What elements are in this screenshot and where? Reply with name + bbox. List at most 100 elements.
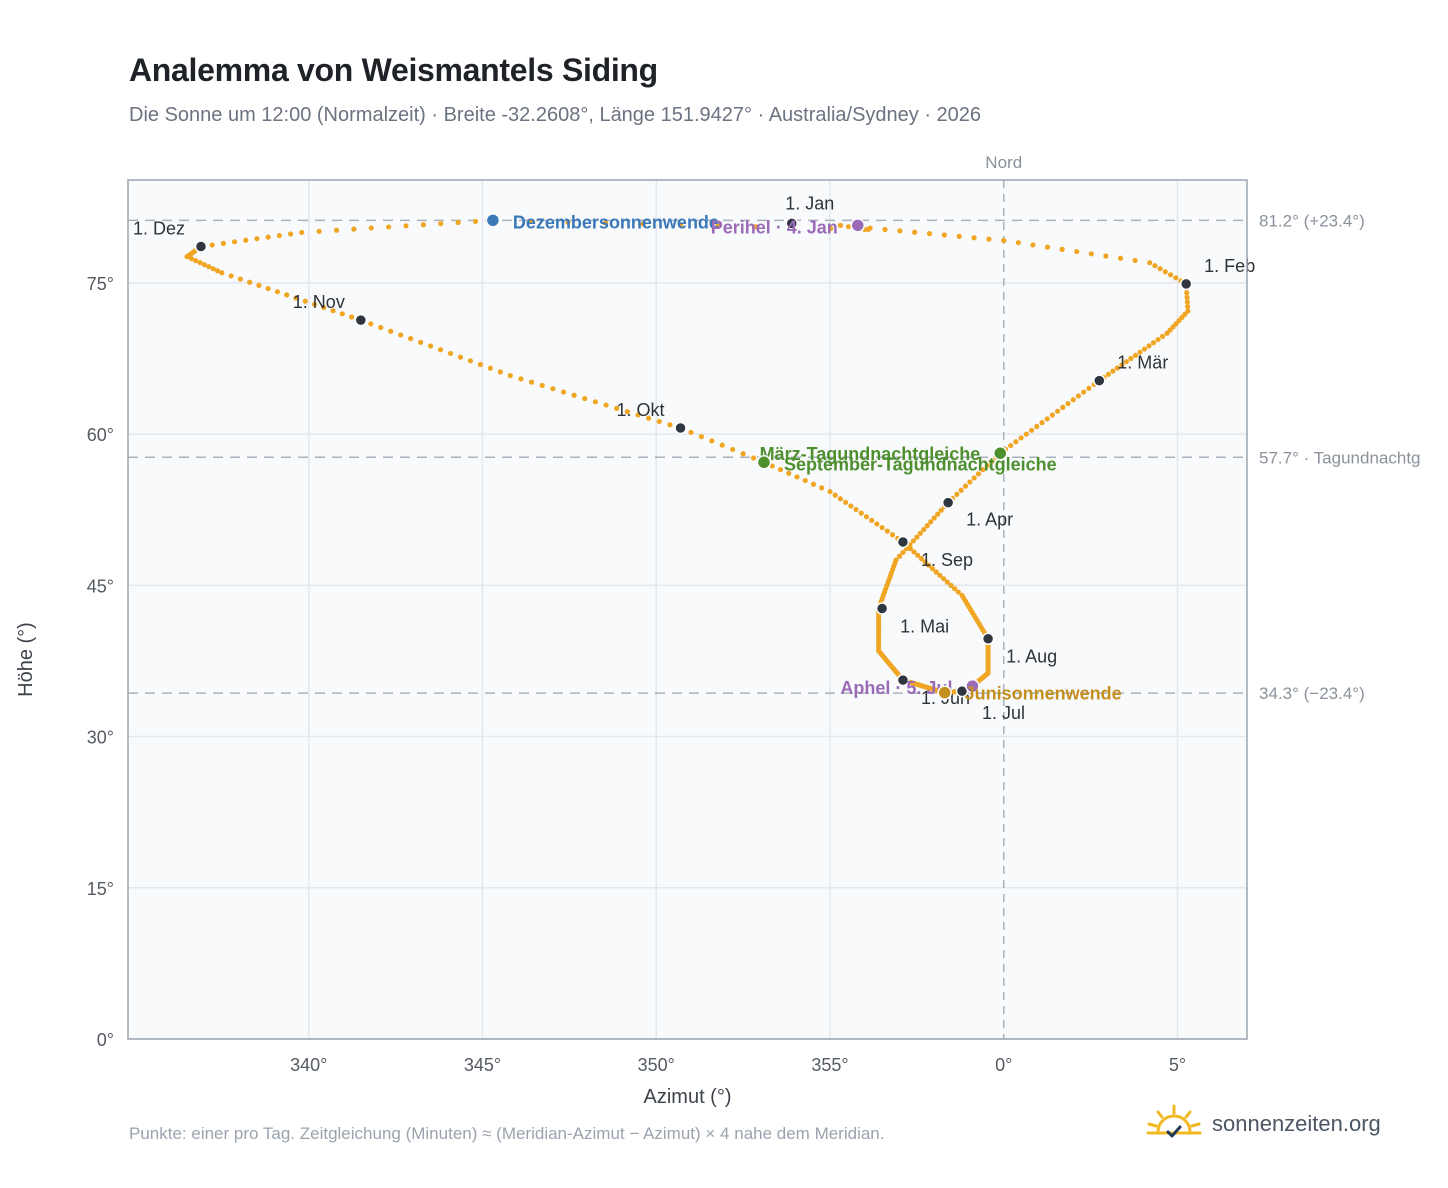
- y-axis-label: Höhe (°): [15, 622, 37, 697]
- daily-sun-point: [386, 224, 392, 230]
- daily-sun-point: [467, 358, 474, 364]
- daily-sun-point: [403, 223, 409, 229]
- daily-sun-point: [1049, 412, 1055, 418]
- daily-sun-point: [865, 226, 871, 233]
- y-tick-label: 75°: [87, 274, 114, 294]
- month-label: 1. Feb: [1204, 256, 1255, 276]
- brand-logo[interactable]: sonnenzeiten.org: [1146, 1104, 1381, 1144]
- month-point: [896, 673, 910, 687]
- sun-logo-icon: [1146, 1104, 1202, 1138]
- daily-sun-point: [1081, 389, 1087, 395]
- daily-sun-point: [231, 239, 238, 245]
- month-point: [1093, 374, 1106, 387]
- daily-sun-point: [487, 365, 493, 371]
- daily-sun-point: [1015, 240, 1021, 246]
- daily-sun-point: [896, 553, 903, 559]
- daily-sun-point: [802, 477, 808, 484]
- daily-sun-point: [1146, 343, 1152, 349]
- daily-sun-point: [321, 304, 327, 311]
- daily-sun-point: [952, 586, 958, 592]
- daily-sun-point: [1150, 340, 1157, 346]
- daily-sun-point: [635, 412, 641, 418]
- daily-sun-point: [1105, 371, 1111, 377]
- daily-sun-point: [418, 339, 424, 345]
- daily-sun-point: [884, 528, 890, 534]
- daily-sun-point: [518, 376, 524, 382]
- daily-sun-point: [698, 433, 705, 440]
- daily-sun-point: [971, 475, 977, 481]
- daily-sun-point: [879, 524, 885, 531]
- daily-sun-point: [958, 487, 964, 493]
- daily-sun-point: [1185, 303, 1191, 310]
- daily-sun-point: [351, 226, 357, 232]
- month-label: 1. Mär: [1117, 353, 1168, 373]
- daily-sun-point: [603, 402, 609, 408]
- daily-sun-point: [1030, 242, 1036, 248]
- month-point: [896, 535, 910, 549]
- daily-sun-point: [1086, 385, 1092, 391]
- daily-sun-point: [922, 559, 928, 565]
- reference-line-label: 81.2° (+23.4°): [1259, 211, 1365, 230]
- daily-sun-point: [730, 446, 736, 453]
- daily-sun-point: [368, 225, 374, 231]
- x-tick-label: 340°: [290, 1055, 327, 1075]
- daily-sun-point: [769, 463, 775, 469]
- daily-sun-point: [926, 562, 932, 568]
- daily-sun-point: [944, 579, 950, 585]
- daily-sun-point: [715, 223, 721, 229]
- daily-sun-point: [197, 260, 203, 266]
- y-tick-label: 0°: [97, 1030, 114, 1050]
- daily-sun-point: [1147, 260, 1153, 266]
- footnote: Punkte: einer pro Tag. Zeitgleichung (Mi…: [129, 1124, 885, 1143]
- daily-sun-point: [243, 237, 249, 243]
- daily-sun-point: [1137, 349, 1143, 355]
- daily-sun-point: [348, 314, 355, 320]
- daily-sun-point: [265, 234, 271, 240]
- daily-sun-point: [228, 273, 234, 279]
- daily-sun-point: [1110, 368, 1116, 374]
- daily-sun-point: [472, 218, 479, 225]
- daily-sun-point: [219, 270, 225, 276]
- daily-sun-point: [900, 549, 906, 556]
- month-point: [354, 313, 368, 327]
- daily-sun-point: [1141, 346, 1148, 352]
- daily-sun-point: [819, 485, 825, 491]
- daily-sun-point: [967, 479, 973, 485]
- daily-sun-point: [302, 298, 308, 304]
- daily-sun-point: [1128, 355, 1134, 362]
- daily-sun-point: [931, 515, 937, 521]
- daily-sun-point: [926, 231, 933, 237]
- daily-sun-point: [667, 422, 673, 428]
- month-label: 1. Jan: [785, 193, 834, 213]
- daily-sun-point: [810, 481, 817, 487]
- daily-sun-point: [786, 470, 792, 476]
- daily-sun-point: [1039, 420, 1045, 426]
- daily-sun-point: [912, 229, 918, 235]
- daily-sun-point: [592, 399, 599, 405]
- month-label: 1. Aug: [1006, 647, 1057, 667]
- daily-sun-point: [624, 409, 630, 415]
- plot-frame: [127, 179, 1248, 1040]
- y-tick-label: 15°: [87, 879, 114, 899]
- daily-sun-point: [293, 295, 299, 301]
- daily-sun-point: [954, 491, 960, 497]
- daily-sun-point: [837, 222, 844, 228]
- month-label: 1. Mai: [900, 616, 949, 636]
- daily-sun-point: [1065, 400, 1071, 407]
- daily-sun-point: [193, 258, 199, 264]
- event-point: [993, 445, 1008, 461]
- daily-sun-point: [827, 488, 833, 495]
- daily-sun-point: [837, 496, 844, 502]
- daily-sun-point: [955, 589, 961, 595]
- brand-name: sonnenzeiten.org: [1212, 1111, 1381, 1136]
- daily-sun-point: [719, 442, 725, 448]
- daily-sun-point: [843, 499, 849, 505]
- daily-sun-point: [237, 276, 243, 282]
- chart-title: Analemma von Weismantels Siding: [129, 52, 658, 88]
- daily-sun-point: [924, 523, 930, 529]
- daily-sun-point: [971, 235, 977, 241]
- daily-sun-point: [677, 222, 684, 228]
- daily-sun-point: [986, 236, 992, 242]
- daily-sun-point: [1055, 408, 1061, 414]
